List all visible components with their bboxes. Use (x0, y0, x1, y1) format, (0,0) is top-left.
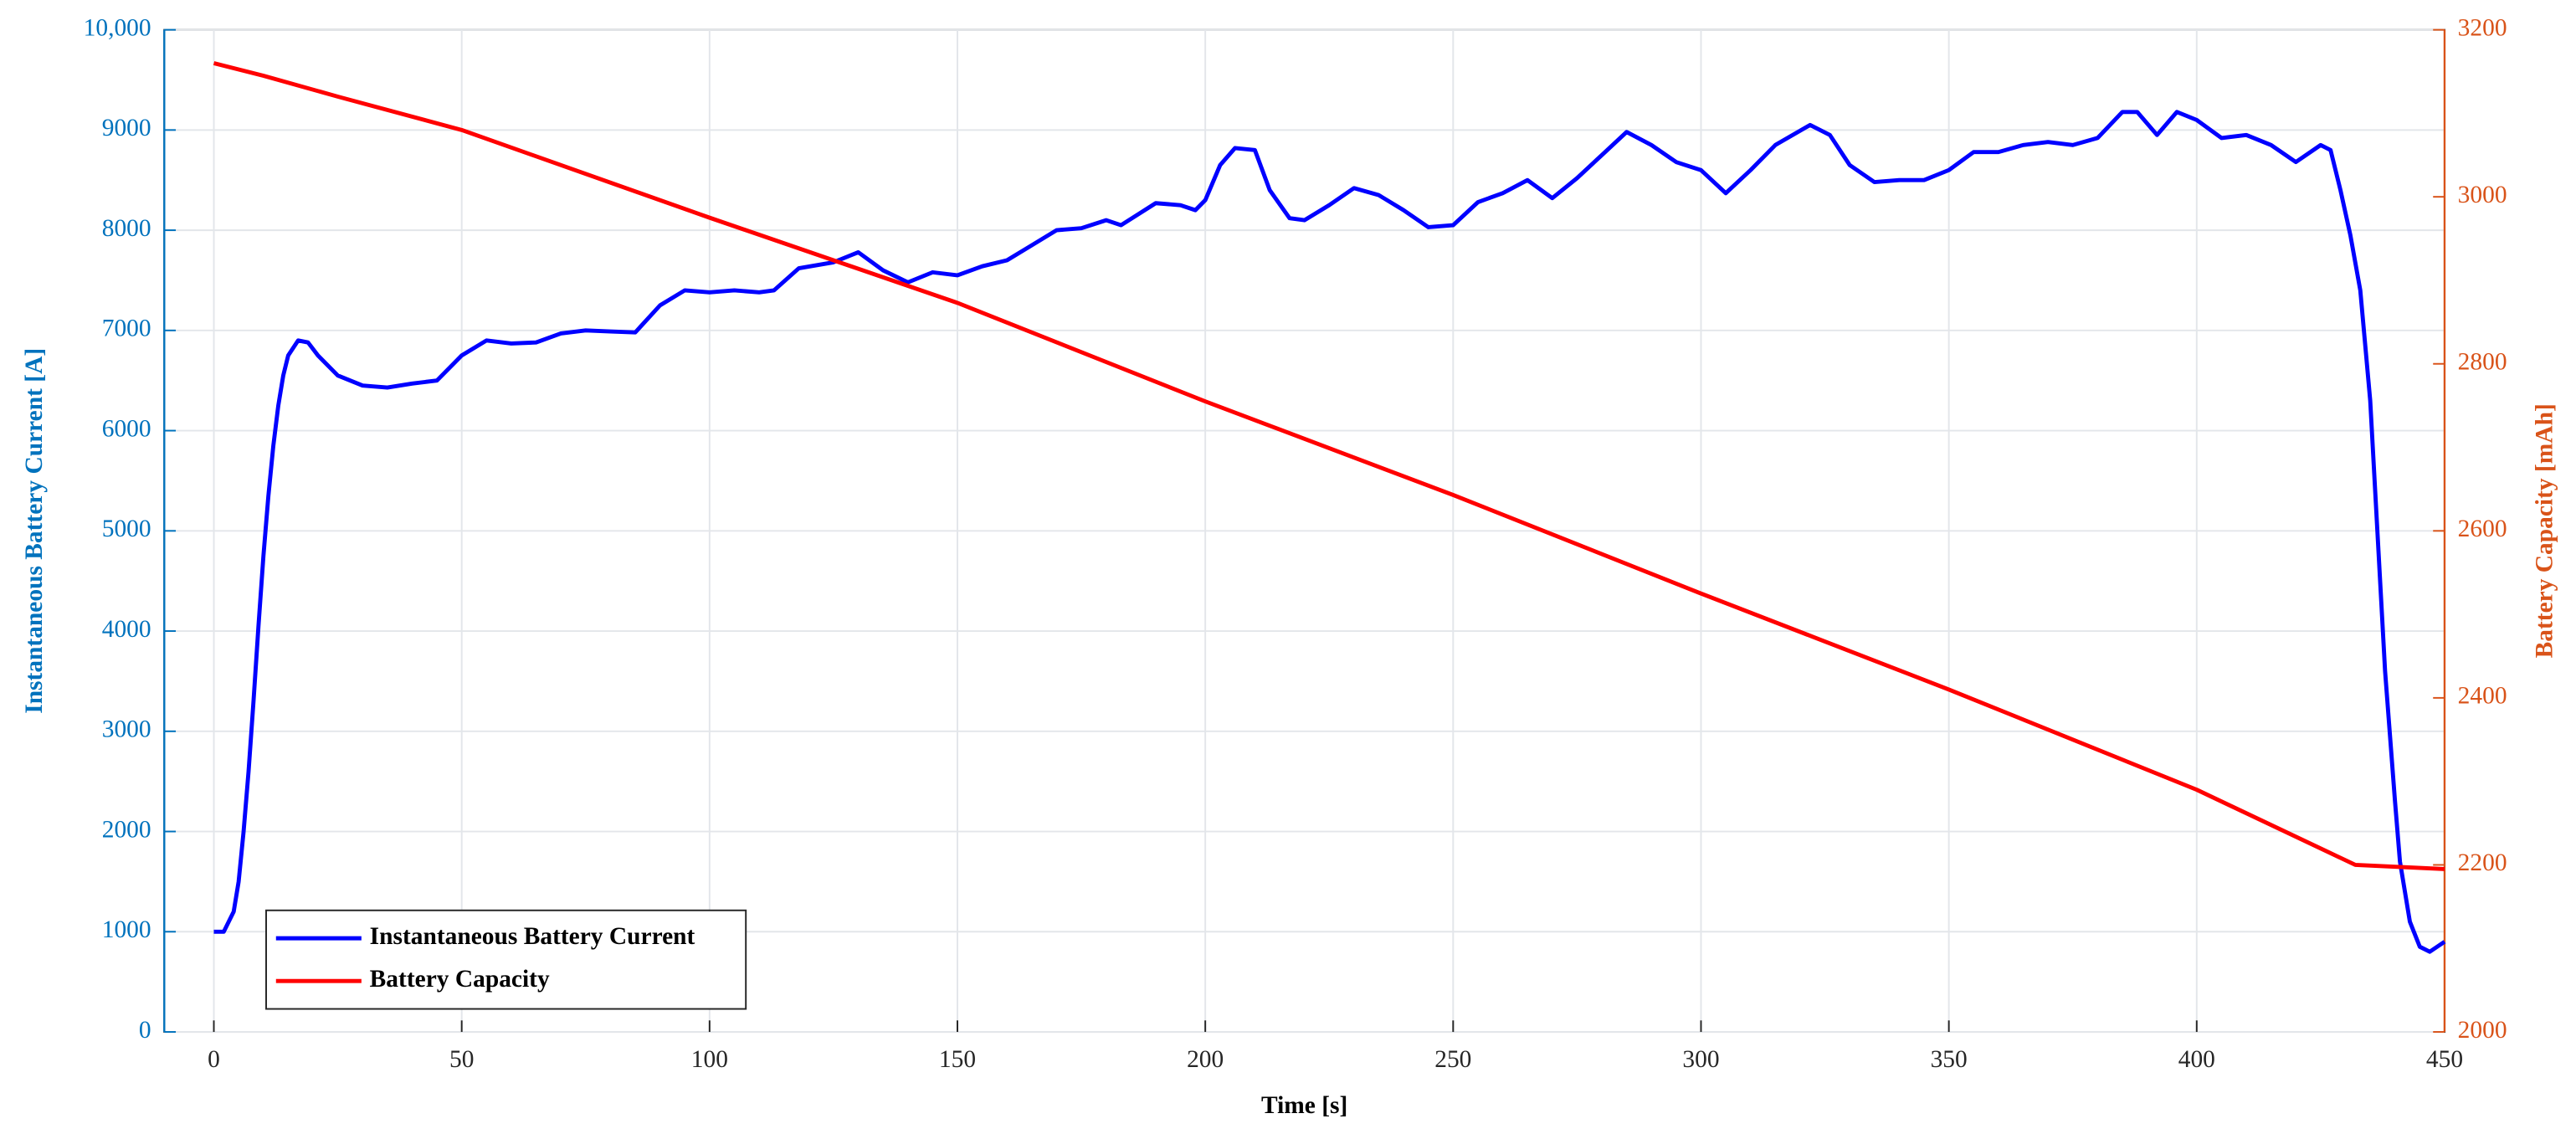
x-axis-label: Time [s] (1261, 1092, 1347, 1119)
y-axis-label: Instantaneous Battery Current [A] (21, 348, 48, 714)
y-tick-label: 7000 (102, 316, 151, 342)
y-tick-label: 1000 (102, 916, 151, 943)
y-tick-label: 4000 (102, 616, 151, 643)
y2-tick-label: 2600 (2458, 516, 2507, 542)
y-tick-label: 5000 (102, 516, 151, 542)
x-tick-label: 200 (1187, 1046, 1224, 1073)
y-tick-label: 2000 (102, 816, 151, 843)
y-tick-label: 3000 (102, 716, 151, 743)
y2-tick-label: 2800 (2458, 348, 2507, 375)
x-tick-label: 400 (2178, 1046, 2215, 1073)
y2-tick-label: 2000 (2458, 1017, 2507, 1044)
legend-box (265, 909, 747, 1010)
x-tick-label: 50 (449, 1046, 474, 1073)
x-tick-label: 150 (939, 1046, 976, 1073)
y2-tick-label: 3200 (2458, 14, 2507, 41)
x-tick-label: 450 (2426, 1046, 2463, 1073)
legend-label: Battery Capacity (370, 966, 550, 993)
y-tick-label: 9000 (102, 115, 151, 141)
x-tick-label: 350 (1931, 1046, 1968, 1073)
y2-tick-label: 2200 (2458, 849, 2507, 876)
data-line (213, 110, 2446, 954)
y-tick-label: 8000 (102, 215, 151, 242)
x-tick-label: 0 (208, 1046, 220, 1073)
x-tick-label: 250 (1434, 1046, 1471, 1073)
y-tick-label: 10,000 (84, 14, 151, 41)
y2-tick-label: 3000 (2458, 182, 2507, 208)
legend-label: Instantaneous Battery Current (370, 923, 695, 950)
y2-axis-label: Battery Capacity [mAh] (2531, 403, 2558, 658)
y2-tick-label: 2400 (2458, 683, 2507, 710)
y-tick-label: 0 (139, 1017, 151, 1044)
x-tick-label: 100 (691, 1046, 728, 1073)
y-tick-label: 6000 (102, 415, 151, 442)
x-tick-label: 300 (1682, 1046, 1719, 1073)
data-line (213, 61, 2445, 871)
